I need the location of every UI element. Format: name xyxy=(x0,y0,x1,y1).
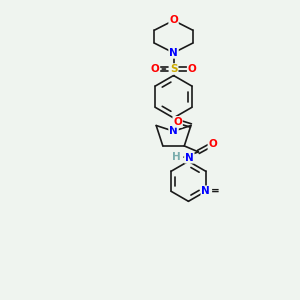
Text: O: O xyxy=(208,140,217,149)
Text: O: O xyxy=(151,64,159,74)
Text: N: N xyxy=(169,126,178,136)
Text: =: = xyxy=(211,186,220,196)
Text: N: N xyxy=(185,153,194,163)
Text: S: S xyxy=(170,64,177,74)
Text: H: H xyxy=(172,152,181,161)
Text: O: O xyxy=(169,15,178,26)
Text: N: N xyxy=(201,186,210,196)
Text: N: N xyxy=(169,48,178,58)
Text: O: O xyxy=(173,117,182,127)
Text: O: O xyxy=(188,64,197,74)
